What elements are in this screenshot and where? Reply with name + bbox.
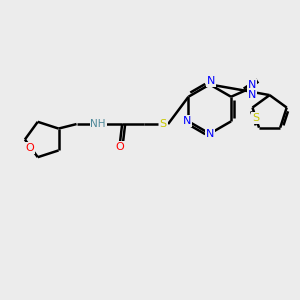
Text: S: S (160, 119, 167, 129)
Text: O: O (116, 142, 124, 152)
Text: N: N (248, 90, 256, 100)
Text: S: S (252, 112, 259, 123)
Text: NH: NH (90, 119, 106, 129)
Text: N: N (183, 116, 191, 126)
Text: O: O (26, 143, 34, 153)
Text: N: N (206, 129, 214, 139)
Text: N: N (248, 80, 256, 90)
Text: N: N (207, 76, 215, 86)
